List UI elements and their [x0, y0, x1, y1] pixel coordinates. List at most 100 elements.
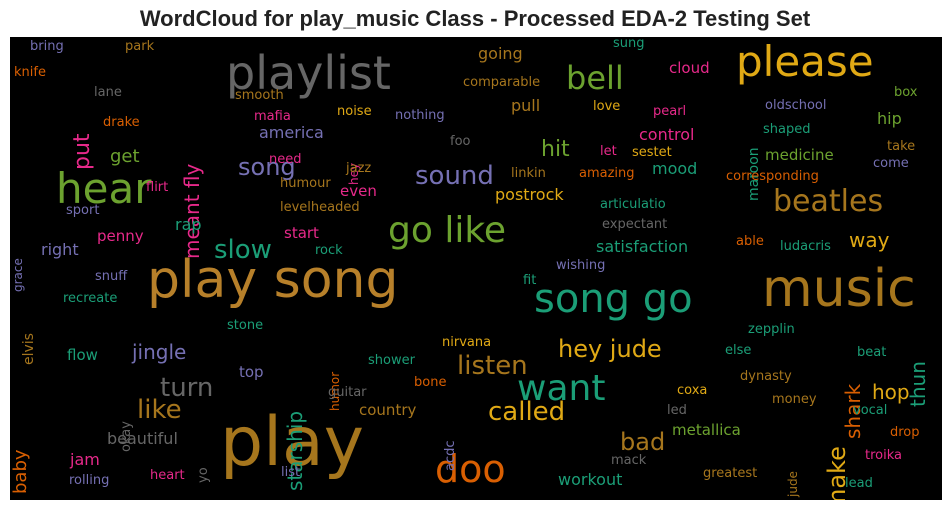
- word-medicine: medicine: [765, 146, 834, 164]
- word-troika: troika: [865, 448, 902, 463]
- word-greatest: greatest: [703, 466, 758, 481]
- word-okay: okay: [119, 421, 134, 453]
- word-pearl: pearl: [653, 104, 687, 119]
- word-noise: noise: [337, 104, 372, 119]
- word-slow: slow: [214, 235, 272, 265]
- word-jazz: jazz: [346, 161, 372, 176]
- word-rock: rock: [315, 243, 343, 258]
- word-guitar: guitar: [328, 385, 367, 400]
- word-dynasty: dynasty: [740, 369, 792, 384]
- word-nothing: nothing: [395, 108, 445, 123]
- word-let: let: [600, 144, 617, 159]
- word-jingle: jingle: [132, 340, 187, 364]
- word-turn: turn: [160, 373, 214, 403]
- word-cloud-canvas: play play song music song go playlist please h…: [10, 37, 942, 500]
- word-knife: knife: [14, 65, 46, 80]
- word-way: way: [849, 228, 890, 252]
- word-lane: lane: [94, 85, 122, 100]
- word-expectant: expectant: [602, 217, 668, 232]
- word-america: america: [259, 123, 324, 142]
- word-articulatio: articulatio: [600, 197, 666, 212]
- word-beautiful: beautiful: [107, 429, 178, 448]
- word-want: want: [517, 368, 606, 409]
- word-even: even: [340, 182, 377, 200]
- word-amazing: amazing: [579, 166, 635, 181]
- word-put: put: [70, 133, 95, 170]
- word-heart: heart: [150, 468, 185, 483]
- word-called: called: [488, 397, 566, 427]
- chart-title: WordCloud for play_music Class - Process…: [139, 6, 811, 31]
- word-please: please: [736, 37, 874, 86]
- word-hop: hop: [872, 380, 910, 404]
- word-postrock: postrock: [495, 185, 564, 204]
- word-jam: jam: [70, 450, 100, 469]
- word-zepplin: zepplin: [748, 322, 795, 337]
- word-hit: hit: [541, 137, 570, 162]
- word-snuff: snuff: [95, 269, 128, 284]
- word-control: control: [639, 125, 695, 144]
- word-grace: grace: [11, 258, 25, 293]
- word-start: start: [284, 224, 319, 242]
- word-acdc: acdc: [443, 440, 458, 472]
- word-flow: flow: [67, 346, 98, 364]
- word-bell: bell: [566, 59, 624, 97]
- word-love: love: [593, 99, 621, 114]
- word-sestet: sestet: [632, 145, 672, 160]
- word-satisfaction: satisfaction: [596, 237, 689, 256]
- word-play-song: play song: [147, 250, 399, 310]
- word-foo: foo: [450, 134, 471, 149]
- word-jude: jude: [786, 470, 800, 497]
- word-bone: bone: [414, 375, 447, 390]
- word-lead: lead: [845, 476, 873, 491]
- word-hip: hip: [877, 109, 902, 128]
- word-workout: workout: [558, 470, 623, 489]
- word-fit: fit: [523, 273, 537, 288]
- word-take: take: [887, 139, 916, 154]
- word-listen: listen: [457, 351, 528, 381]
- word-baby: baby: [10, 449, 31, 494]
- word-like: like: [137, 395, 182, 425]
- word-vocal: vocal: [853, 403, 888, 418]
- word-pull: pull: [511, 96, 541, 115]
- word-mood: mood: [652, 159, 698, 178]
- word-linkin: linkin: [511, 166, 546, 181]
- word-meant-fly: meant fly: [180, 163, 204, 259]
- word-need: need: [269, 152, 302, 167]
- word-shower: shower: [368, 353, 415, 368]
- word-sung: sung: [613, 37, 645, 51]
- word-come: come: [873, 156, 909, 171]
- word-list: list: [281, 465, 301, 480]
- word-cloud: cloud: [669, 59, 710, 77]
- word-mafia: mafia: [254, 109, 291, 124]
- word-rap: rap: [175, 215, 202, 234]
- word-box: box: [894, 85, 918, 100]
- word-yo: yo: [196, 467, 211, 484]
- word-drake: drake: [103, 115, 140, 130]
- word-drop: drop: [890, 425, 920, 440]
- word-mack: mack: [611, 453, 647, 468]
- word-park: park: [125, 39, 155, 54]
- word-play: play: [220, 403, 364, 482]
- word-metallica: metallica: [672, 421, 741, 439]
- word-hear: hear: [56, 164, 152, 213]
- word-stone: stone: [227, 318, 264, 333]
- word-sound: sound: [415, 161, 494, 191]
- word-ludacris: ludacris: [780, 239, 831, 254]
- word-comparable: comparable: [463, 75, 541, 90]
- word-money: money: [772, 392, 817, 407]
- word-going: going: [478, 44, 523, 63]
- word-song: song: [238, 153, 296, 181]
- word-led: led: [667, 403, 687, 418]
- word-penny: penny: [97, 227, 144, 245]
- word-sport: sport: [66, 203, 100, 218]
- word-nirvana: nirvana: [442, 335, 492, 350]
- word-oldschool: oldschool: [765, 98, 827, 113]
- word-bring: bring: [30, 39, 64, 54]
- word-coxa: coxa: [677, 383, 708, 398]
- word-hey-jude: hey jude: [558, 335, 662, 363]
- word-recreate: recreate: [63, 291, 118, 306]
- word-rolling: rolling: [69, 473, 110, 488]
- word-smooth: smooth: [235, 88, 284, 103]
- word-doo: doo: [435, 447, 506, 491]
- word-able: able: [736, 234, 764, 249]
